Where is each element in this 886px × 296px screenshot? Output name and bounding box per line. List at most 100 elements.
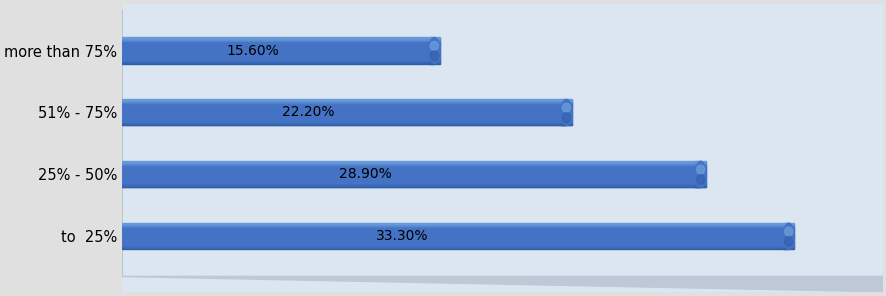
Bar <box>122 236 788 237</box>
Bar <box>122 45 434 46</box>
Bar <box>122 46 434 47</box>
Bar <box>122 39 434 40</box>
Bar <box>122 105 566 106</box>
Bar <box>122 99 566 100</box>
Bar <box>695 165 705 166</box>
Bar <box>560 106 571 107</box>
Bar <box>782 229 793 230</box>
Bar <box>122 119 566 120</box>
Bar <box>782 234 793 235</box>
Bar <box>782 227 793 228</box>
Bar <box>560 104 571 105</box>
Bar <box>122 229 788 230</box>
Bar <box>122 227 788 228</box>
Bar <box>122 173 700 174</box>
Bar <box>695 180 705 181</box>
Bar <box>122 247 788 248</box>
Bar <box>782 229 793 230</box>
Bar <box>122 169 700 170</box>
Bar <box>122 179 700 180</box>
Bar <box>560 105 571 106</box>
Bar <box>122 37 434 38</box>
Bar <box>560 124 571 126</box>
Bar <box>122 186 700 187</box>
Bar <box>122 234 788 236</box>
Bar <box>782 227 793 228</box>
Bar <box>782 228 793 229</box>
Bar <box>560 115 571 116</box>
Bar <box>560 107 571 109</box>
Bar <box>122 100 566 102</box>
Bar <box>122 52 434 53</box>
Bar <box>122 224 788 225</box>
Bar <box>428 52 439 53</box>
Bar <box>122 246 788 247</box>
Bar <box>122 178 700 179</box>
Bar <box>560 120 571 121</box>
Bar <box>122 171 700 172</box>
Bar <box>122 178 700 179</box>
Bar <box>428 62 439 63</box>
Bar <box>122 162 700 163</box>
Ellipse shape <box>696 165 704 174</box>
Bar <box>122 180 700 181</box>
Bar <box>122 165 700 166</box>
Bar <box>695 177 705 178</box>
Bar <box>695 161 705 162</box>
Bar <box>560 101 571 102</box>
Bar <box>560 116 571 117</box>
Bar <box>122 116 566 117</box>
Bar <box>122 169 700 170</box>
Bar <box>695 165 705 166</box>
Bar <box>122 62 434 63</box>
Bar <box>122 101 566 102</box>
Bar <box>122 245 788 246</box>
Bar <box>428 46 439 47</box>
Bar <box>695 182 705 184</box>
Bar <box>122 61 434 62</box>
Bar <box>560 110 571 111</box>
Bar <box>122 50 434 51</box>
Bar <box>122 240 788 241</box>
Bar <box>560 115 571 116</box>
Bar <box>122 184 700 185</box>
Bar <box>122 55 434 57</box>
Bar <box>122 115 566 116</box>
Bar <box>122 248 788 249</box>
Bar <box>695 171 705 172</box>
Bar <box>428 62 439 64</box>
Bar <box>560 117 571 118</box>
Bar <box>428 51 439 52</box>
Bar <box>122 173 700 174</box>
Bar <box>695 183 705 184</box>
Bar <box>782 246 793 247</box>
Bar <box>122 38 434 40</box>
Bar <box>560 119 571 120</box>
Bar <box>122 181 700 182</box>
Ellipse shape <box>784 237 792 246</box>
Bar <box>122 175 700 176</box>
Bar <box>782 242 793 243</box>
Bar <box>122 108 566 109</box>
Bar <box>122 107 566 109</box>
Bar <box>560 102 571 103</box>
Bar <box>782 235 793 236</box>
Bar <box>428 38 439 39</box>
Bar <box>122 107 566 108</box>
Ellipse shape <box>695 161 705 187</box>
Bar <box>782 225 793 226</box>
Bar <box>695 174 705 175</box>
Bar <box>428 56 439 57</box>
Bar <box>122 176 700 177</box>
Bar <box>695 178 705 179</box>
Bar <box>122 124 566 125</box>
Bar <box>122 235 788 236</box>
Bar <box>122 117 566 118</box>
Bar <box>560 108 571 109</box>
Bar <box>122 240 788 241</box>
Bar <box>560 117 571 118</box>
Bar <box>122 113 566 114</box>
Ellipse shape <box>430 51 438 61</box>
Bar <box>122 42 434 44</box>
Bar <box>695 173 705 174</box>
